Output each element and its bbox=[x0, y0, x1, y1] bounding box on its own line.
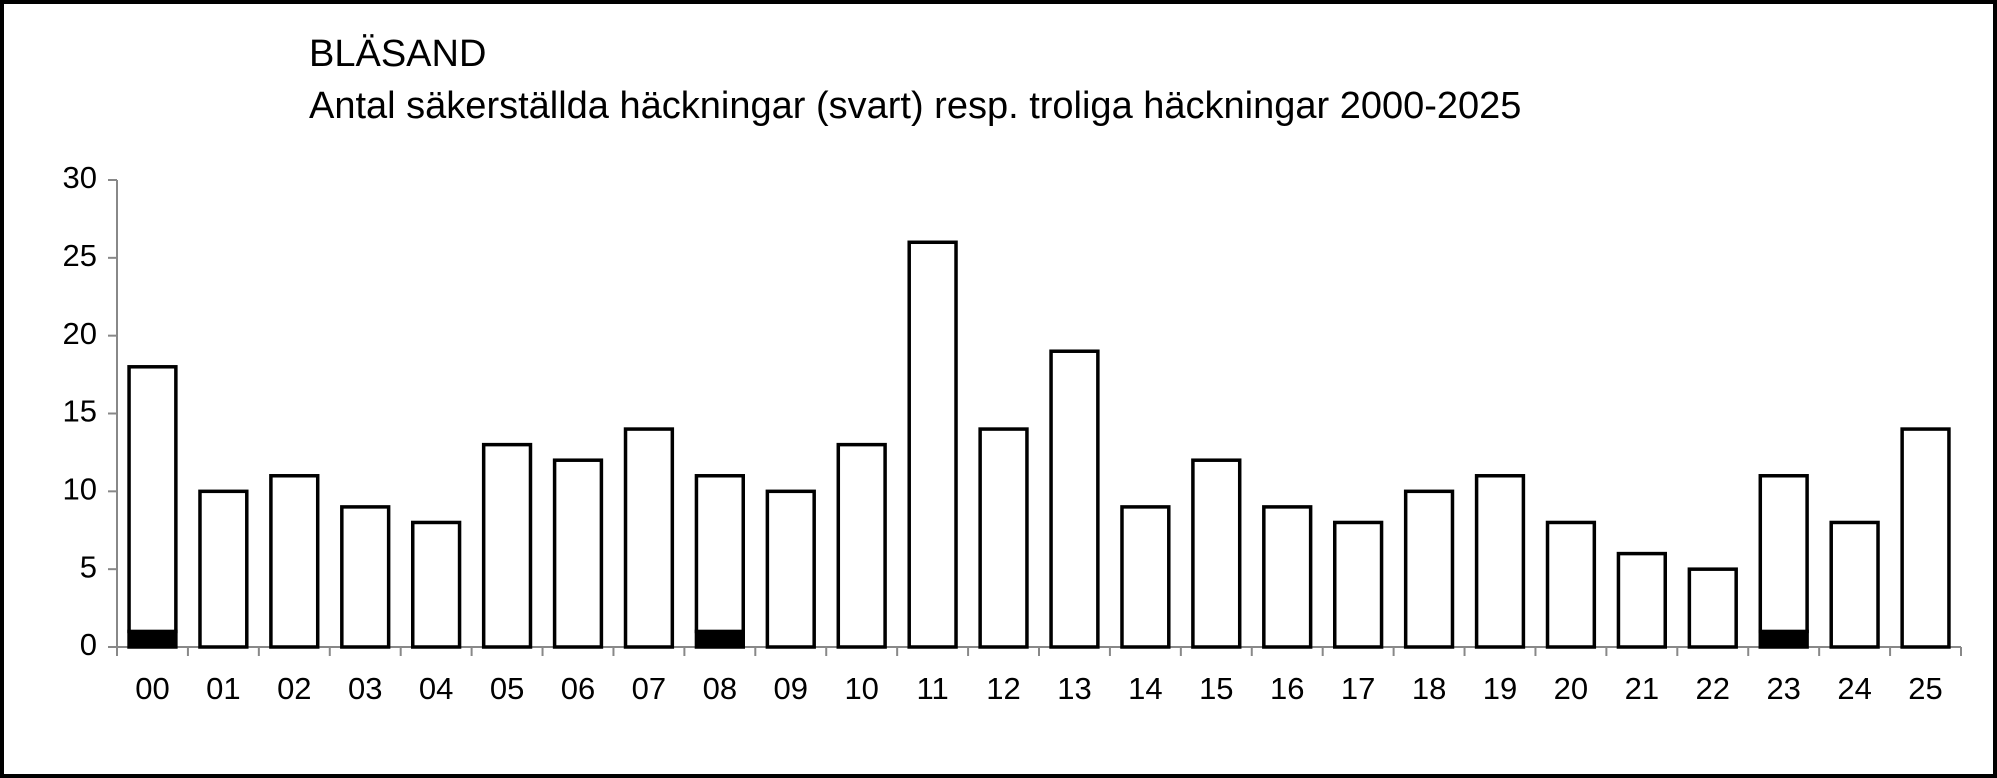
bar-segment bbox=[269, 474, 320, 649]
x-tick-label: 13 bbox=[1057, 671, 1091, 706]
bar-segment bbox=[694, 474, 746, 634]
bar-segment bbox=[127, 365, 178, 634]
bar-segment bbox=[1687, 567, 1738, 649]
x-tick-label: 11 bbox=[917, 671, 949, 706]
chart-title: BLÄSAND bbox=[309, 33, 486, 75]
x-tick-label: 24 bbox=[1837, 671, 1871, 706]
bar-segment bbox=[1616, 551, 1668, 649]
bar-segment bbox=[481, 442, 533, 649]
bar-segment bbox=[552, 458, 604, 649]
x-tick-label: 09 bbox=[774, 671, 808, 706]
x-tick-label: 18 bbox=[1412, 671, 1446, 706]
x-tick-label: 14 bbox=[1128, 671, 1162, 706]
bar-segment bbox=[198, 489, 249, 649]
y-tick-label: 0 bbox=[80, 627, 97, 662]
y-tick-label: 25 bbox=[63, 238, 97, 273]
x-tick-label: 21 bbox=[1625, 671, 1659, 706]
x-tick-label: 10 bbox=[844, 671, 878, 706]
bar-segment bbox=[1120, 505, 1171, 649]
bar-segment bbox=[1545, 520, 1597, 649]
bar-segment bbox=[1403, 489, 1455, 649]
y-tick-label: 20 bbox=[63, 316, 97, 351]
bar-segment bbox=[694, 629, 746, 649]
bar-segment bbox=[907, 240, 958, 649]
x-tick-label: 15 bbox=[1199, 671, 1233, 706]
bar-segment bbox=[1262, 505, 1313, 649]
y-tick-label: 5 bbox=[80, 549, 97, 584]
x-tick-label: 19 bbox=[1483, 671, 1517, 706]
bar-segment bbox=[1191, 458, 1242, 649]
x-tick-label: 25 bbox=[1908, 671, 1942, 706]
y-tick-label: 10 bbox=[63, 472, 97, 507]
bar-segment bbox=[1049, 349, 1100, 649]
x-tick-label: 01 bbox=[206, 671, 240, 706]
bar-segment bbox=[836, 442, 887, 649]
x-tick-label: 07 bbox=[632, 671, 666, 706]
x-tick-label: 05 bbox=[490, 671, 524, 706]
x-tick-label: 06 bbox=[561, 671, 595, 706]
x-tick-label: 03 bbox=[348, 671, 382, 706]
x-tick-label: 23 bbox=[1766, 671, 1800, 706]
y-tick-label: 15 bbox=[63, 394, 97, 429]
x-tick-label: 22 bbox=[1696, 671, 1730, 706]
x-tick-label: 04 bbox=[419, 671, 453, 706]
bar-segment bbox=[1758, 474, 1809, 634]
bar-segment bbox=[127, 629, 178, 649]
bar-segment bbox=[1900, 427, 1951, 649]
x-tick-label: 16 bbox=[1270, 671, 1304, 706]
bar-segment bbox=[765, 489, 816, 649]
bar-segment bbox=[1829, 520, 1880, 649]
x-tick-label: 20 bbox=[1554, 671, 1588, 706]
chart-subtitle: Antal säkerställda häckningar (svart) re… bbox=[309, 85, 1521, 127]
bar-segment bbox=[410, 520, 462, 649]
x-tick-label: 00 bbox=[135, 671, 169, 706]
bar-segment bbox=[623, 427, 675, 649]
x-tick-label: 08 bbox=[703, 671, 737, 706]
y-tick-label: 30 bbox=[63, 160, 97, 195]
x-tick-label: 12 bbox=[986, 671, 1020, 706]
bar-segment bbox=[1758, 629, 1809, 649]
bar-segment bbox=[340, 505, 391, 649]
bar-segment bbox=[1474, 474, 1526, 649]
bar-segment bbox=[1332, 520, 1384, 649]
x-tick-label: 17 bbox=[1341, 671, 1375, 706]
bar-segment bbox=[978, 427, 1029, 649]
x-tick-label: 02 bbox=[277, 671, 311, 706]
